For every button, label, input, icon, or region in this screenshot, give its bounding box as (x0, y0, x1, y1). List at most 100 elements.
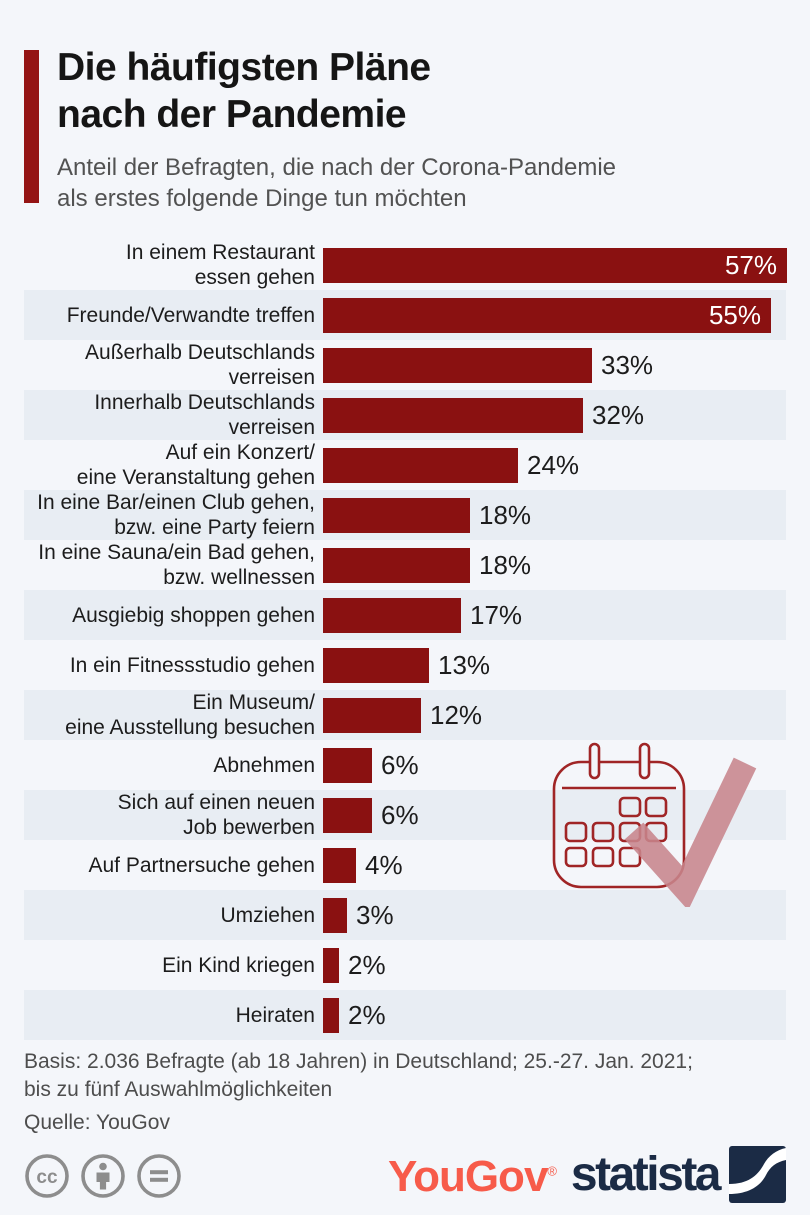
cc-attribution-icon[interactable] (80, 1153, 126, 1199)
value-label: 33% (601, 349, 654, 380)
category-label: Heiraten (235, 1003, 315, 1027)
title-line-2: nach der Pandemie (57, 93, 407, 136)
value-label: 4% (365, 849, 403, 880)
value-label: 6% (381, 749, 419, 780)
bar-row: Sich auf einen neuen Job bewerben 6% (24, 790, 786, 840)
value-label: 57% (724, 249, 777, 280)
bar (323, 697, 421, 733)
footnote-block: Basis: 2.036 Befragte (ab 18 Jahren) in … (24, 1048, 693, 1137)
page-subtitle: Anteil der Befragten, die nach der Coron… (57, 152, 616, 214)
bar-row: Ein Museum/eine Ausstellung besuchen 12% (24, 690, 786, 740)
bar (323, 997, 339, 1033)
source-note: Quelle: YouGov (24, 1111, 170, 1134)
category-label: Ein Kind kriegen (162, 953, 315, 977)
value-label: 2% (348, 949, 386, 980)
value-label: 17% (470, 599, 523, 630)
category-label: Sich auf einen neuen Job bewerben (117, 791, 315, 839)
bar-row: In einem Restaurant essen gehen 57% (24, 240, 787, 290)
bar-track: 13% (323, 647, 786, 683)
basis-note-line-1: Basis: 2.036 Befragte (ab 18 Jahren) in … (24, 1050, 693, 1073)
value-label: 18% (479, 499, 532, 530)
category-label: Innerhalb Deutschlands verreisen (94, 391, 315, 439)
statista-wordmark: statista (570, 1148, 722, 1201)
bar-row: Heiraten 2% (24, 990, 786, 1040)
bar (323, 897, 347, 933)
bar-track: 55% (323, 297, 786, 333)
category-label: Ausgiebig shoppen gehen (72, 603, 315, 627)
value-label: 18% (479, 549, 532, 580)
bar-row: In eine Sauna/ein Bad gehen, bzw. wellnes… (24, 540, 786, 590)
subtitle-line-2: als erstes folgende Dinge tun möchten (57, 185, 467, 212)
yougov-wordmark: YouGov (388, 1152, 548, 1201)
bar: 55% (323, 297, 771, 333)
title-line-1: Die häufigsten Pläne (57, 46, 431, 89)
registered-mark: ® (547, 1163, 557, 1179)
bar-row: Auf Partnersuche gehen 4% (24, 840, 786, 890)
title-accent-bar (24, 50, 39, 203)
bar-track: 2% (323, 997, 786, 1033)
category-label: Abnehmen (213, 753, 315, 777)
bar-row: In ein Fitnessstudio gehen 13% (24, 640, 786, 690)
category-label: Freunde/Verwandte treffen (66, 303, 315, 327)
bar (323, 447, 518, 483)
bar-track: 18% (323, 497, 786, 533)
value-label: 12% (430, 699, 483, 730)
subtitle-line-1: Anteil der Befragten, die nach der Coron… (57, 154, 617, 181)
bar-track: 18% (323, 547, 786, 583)
bar-track: 2% (323, 947, 786, 983)
cc-no-derivatives-icon[interactable] (136, 1153, 182, 1199)
value-label: 2% (348, 999, 386, 1030)
bar (323, 647, 429, 683)
statista-logo-icon (729, 1146, 786, 1203)
bar-row: Innerhalb Deutschlands verreisen 32% (24, 390, 786, 440)
bar-track: 4% (323, 847, 786, 883)
category-label: Außerhalb Deutschlands verreisen (85, 341, 315, 389)
category-label: Auf Partnersuche gehen (88, 853, 316, 877)
bar-track: 3% (323, 897, 786, 933)
branding-row: cc YouGov® statista (24, 1146, 786, 1208)
bar (323, 747, 372, 783)
bar-row: Abnehmen 6% (24, 740, 786, 790)
bar-track: 6% (323, 797, 786, 833)
value-label: 13% (438, 649, 491, 680)
bar-row: Außerhalb Deutschlands verreisen 33% (24, 340, 786, 390)
value-label: 55% (708, 299, 761, 330)
bar (323, 597, 461, 633)
cc-license-group: cc (24, 1153, 182, 1199)
bar-track: 32% (323, 397, 786, 433)
category-label: In ein Fitnessstudio gehen (69, 653, 315, 677)
bar (323, 947, 339, 983)
bar (323, 847, 356, 883)
bar-row: Freunde/Verwandte treffen 55% (24, 290, 786, 340)
bar: 57% (323, 247, 787, 283)
bar (323, 547, 470, 583)
bar-row: Umziehen 3% (24, 890, 786, 940)
bar-row: Ein Kind kriegen 2% (24, 940, 786, 990)
bar-row: In eine Bar/einen Club gehen, bzw. eine P… (24, 490, 786, 540)
value-label: 24% (527, 449, 580, 480)
category-label: Auf ein Konzert/eine Veranstaltung gehen (76, 441, 315, 489)
bar (323, 397, 583, 433)
cc-license-icon[interactable]: cc (24, 1153, 70, 1199)
category-label: Umziehen (220, 903, 315, 927)
page-title: Die häufigsten Pläne nach der Pandemie (57, 44, 431, 138)
category-label: In eine Bar/einen Club gehen, bzw. eine P… (37, 491, 315, 539)
value-label: 32% (592, 399, 645, 430)
svg-text:cc: cc (36, 1167, 58, 1188)
bar-track: 17% (323, 597, 786, 633)
bar-track: 33% (323, 347, 786, 383)
bar (323, 347, 592, 383)
basis-note-line-2: bis zu fünf Auswahlmöglichkeiten (24, 1078, 333, 1101)
yougov-logo[interactable]: YouGov® (388, 1152, 557, 1202)
value-label: 6% (381, 799, 419, 830)
category-label: In eine Sauna/ein Bad gehen, bzw. wellnes… (38, 541, 315, 589)
bar-row: Auf ein Konzert/eine Veranstaltung gehen… (24, 440, 786, 490)
bar-row: Ausgiebig shoppen gehen 17% (24, 590, 786, 640)
bar-track: 6% (323, 747, 786, 783)
value-label: 3% (356, 899, 394, 930)
bar (323, 497, 470, 533)
bar-track: 12% (323, 697, 786, 733)
statista-logo[interactable]: statista (571, 1146, 786, 1203)
bar (323, 797, 372, 833)
